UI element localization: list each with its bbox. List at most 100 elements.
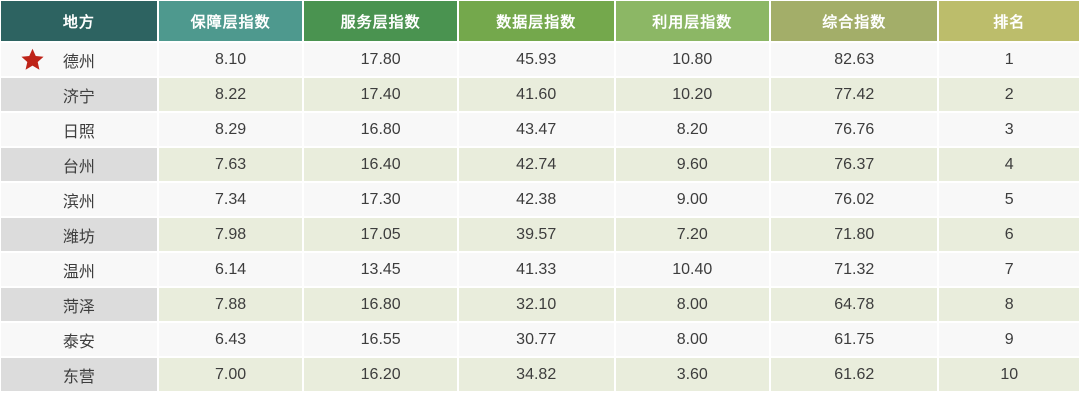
value-cell: 76.37 <box>769 146 940 183</box>
table-row-德州: 德州 8.10 17.80 45.93 10.80 82.63 1 <box>0 41 1080 78</box>
city-label: 潍坊 <box>62 228 95 246</box>
rank-cell: 6 <box>937 216 1080 253</box>
city-cell: 日照 <box>0 111 159 148</box>
column-header-7: 排名 <box>937 0 1080 43</box>
city-cell: 德州 <box>0 41 159 78</box>
value-cell: 8.00 <box>613 286 772 323</box>
table-row-日照: 日照 8.29 16.80 43.47 8.20 76.76 3 <box>0 111 1080 148</box>
value-cell: 41.33 <box>456 251 616 288</box>
value-cell: 10.40 <box>613 251 772 288</box>
table-row-菏泽: 菏泽 7.88 16.80 32.10 8.00 64.78 8 <box>0 286 1080 323</box>
column-header-5: 利用层指数 <box>613 0 772 43</box>
city-label: 泰安 <box>62 333 95 351</box>
column-header-2: 保障层指数 <box>156 0 305 43</box>
value-cell: 8.10 <box>156 41 305 78</box>
value-cell: 8.00 <box>613 321 772 358</box>
value-cell: 8.20 <box>613 111 772 148</box>
value-cell: 8.22 <box>156 76 305 113</box>
city-cell: 菏泽 <box>0 286 159 323</box>
value-cell: 17.40 <box>302 76 459 113</box>
table-row-济宁: 济宁 8.22 17.40 41.60 10.20 77.42 2 <box>0 76 1080 113</box>
column-header-4: 数据层指数 <box>456 0 616 43</box>
city-label: 滨州 <box>62 193 95 211</box>
rank-cell: 1 <box>937 41 1080 78</box>
value-cell: 3.60 <box>613 356 772 393</box>
value-cell: 17.30 <box>302 181 459 218</box>
city-cell: 潍坊 <box>0 216 159 253</box>
value-cell: 64.78 <box>769 286 940 323</box>
value-cell: 8.29 <box>156 111 305 148</box>
index-ranking-table: 地方 保障层指数 服务层指数 数据层指数 利用层指数 综合指数 排名 德州 8.10 17.80… <box>0 0 1080 393</box>
value-cell: 16.80 <box>302 111 459 148</box>
city-cell: 泰安 <box>0 321 159 358</box>
value-cell: 39.57 <box>456 216 616 253</box>
rank-cell: 4 <box>937 146 1080 183</box>
value-cell: 10.80 <box>613 41 772 78</box>
rank-cell: 7 <box>937 251 1080 288</box>
value-cell: 82.63 <box>769 41 940 78</box>
value-cell: 76.02 <box>769 181 940 218</box>
city-label: 日照 <box>62 123 95 141</box>
column-header-3: 服务层指数 <box>302 0 459 43</box>
value-cell: 6.14 <box>156 251 305 288</box>
value-cell: 10.20 <box>613 76 772 113</box>
value-cell: 7.34 <box>156 181 305 218</box>
value-cell: 77.42 <box>769 76 940 113</box>
city-cell: 东营 <box>0 356 159 393</box>
value-cell: 71.80 <box>769 216 940 253</box>
table-row-台州: 台州 7.63 16.40 42.74 9.60 76.37 4 <box>0 146 1080 183</box>
value-cell: 61.75 <box>769 321 940 358</box>
value-cell: 7.00 <box>156 356 305 393</box>
city-label: 东营 <box>62 368 95 386</box>
value-cell: 34.82 <box>456 356 616 393</box>
value-cell: 76.76 <box>769 111 940 148</box>
value-cell: 16.40 <box>302 146 459 183</box>
table-row-潍坊: 潍坊 7.98 17.05 39.57 7.20 71.80 6 <box>0 216 1080 253</box>
value-cell: 45.93 <box>456 41 616 78</box>
value-cell: 42.38 <box>456 181 616 218</box>
city-cell: 滨州 <box>0 181 159 218</box>
value-cell: 41.60 <box>456 76 616 113</box>
value-cell: 9.00 <box>613 181 772 218</box>
rank-cell: 8 <box>937 286 1080 323</box>
value-cell: 42.74 <box>456 146 616 183</box>
city-cell: 温州 <box>0 251 159 288</box>
value-cell: 7.20 <box>613 216 772 253</box>
value-cell: 30.77 <box>456 321 616 358</box>
value-cell: 9.60 <box>613 146 772 183</box>
city-label: 台州 <box>62 158 95 176</box>
rank-cell: 2 <box>937 76 1080 113</box>
value-cell: 32.10 <box>456 286 616 323</box>
value-cell: 7.63 <box>156 146 305 183</box>
value-cell: 17.80 <box>302 41 459 78</box>
rank-cell: 10 <box>937 356 1080 393</box>
table-row-温州: 温州 6.14 13.45 41.33 10.40 71.32 7 <box>0 251 1080 288</box>
rank-cell: 5 <box>937 181 1080 218</box>
column-header-1: 地方 <box>0 0 159 43</box>
table-row-滨州: 滨州 7.34 17.30 42.38 9.00 76.02 5 <box>0 181 1080 218</box>
value-cell: 43.47 <box>456 111 616 148</box>
value-cell: 16.80 <box>302 286 459 323</box>
value-cell: 71.32 <box>769 251 940 288</box>
value-cell: 7.88 <box>156 286 305 323</box>
value-cell: 61.62 <box>769 356 940 393</box>
header-row: 地方 保障层指数 服务层指数 数据层指数 利用层指数 综合指数 排名 <box>0 0 1080 43</box>
value-cell: 6.43 <box>156 321 305 358</box>
column-header-6: 综合指数 <box>769 0 940 43</box>
value-cell: 16.20 <box>302 356 459 393</box>
star-icon <box>19 47 46 73</box>
city-cell: 台州 <box>0 146 159 183</box>
value-cell: 13.45 <box>302 251 459 288</box>
city-cell: 济宁 <box>0 76 159 113</box>
rank-cell: 3 <box>937 111 1080 148</box>
city-label: 菏泽 <box>62 298 95 316</box>
city-label: 济宁 <box>62 88 95 106</box>
table-row-东营: 东营 7.00 16.20 34.82 3.60 61.62 10 <box>0 356 1080 393</box>
city-label: 温州 <box>62 263 95 281</box>
city-label: 德州 <box>62 53 95 71</box>
table-row-泰安: 泰安 6.43 16.55 30.77 8.00 61.75 9 <box>0 321 1080 358</box>
rank-cell: 9 <box>937 321 1080 358</box>
value-cell: 16.55 <box>302 321 459 358</box>
value-cell: 17.05 <box>302 216 459 253</box>
